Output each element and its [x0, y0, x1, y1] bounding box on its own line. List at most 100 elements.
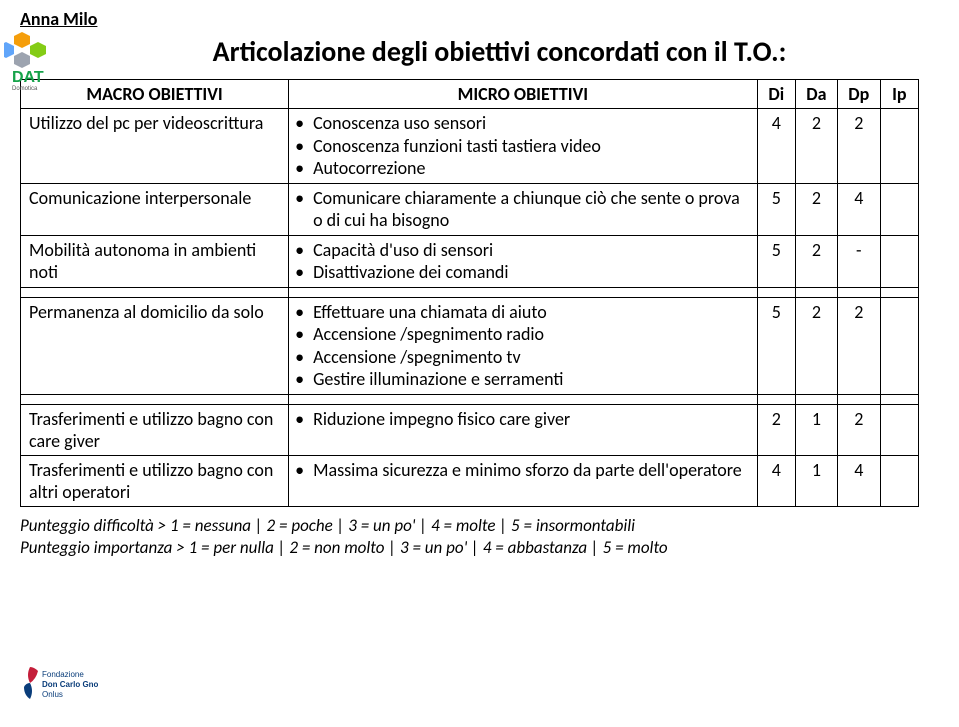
num-cell-di: 5 [757, 183, 795, 235]
micro-cell: •Riduzione impegno fisico care giver [289, 404, 758, 455]
num-cell-da: 1 [795, 455, 837, 506]
num-cell-ip [880, 183, 918, 235]
spacer-cell [757, 287, 795, 297]
num-cell-da: 2 [795, 235, 837, 287]
bullet-item: •Massima sicurezza e minimo sforzo da pa… [295, 459, 749, 482]
table-row: Mobilità autonoma in ambienti noti•Capac… [21, 235, 919, 287]
macro-cell: Mobilità autonoma in ambienti noti [21, 235, 289, 287]
spacer-cell [880, 287, 918, 297]
num-cell-dp: 2 [837, 404, 880, 455]
bullet-icon: • [295, 187, 313, 210]
num-cell-dp: 4 [837, 455, 880, 506]
bullet-item: •Conoscenza uso sensori [295, 112, 749, 135]
num-cell-ip [880, 455, 918, 506]
footer-line-2: Punteggio importanza > 1 = per nulla | 2… [20, 537, 919, 559]
col-da: Da [795, 80, 837, 109]
micro-cell: •Effettuare una chiamata di aiuto•Accens… [289, 297, 758, 394]
num-cell-di: 5 [757, 235, 795, 287]
bullet-icon: • [295, 239, 313, 262]
micro-cell: •Comunicare chiaramente a chiunque ciò c… [289, 183, 758, 235]
bullet-item: •Riduzione impegno fisico care giver [295, 408, 749, 431]
bullet-icon: • [295, 157, 313, 180]
num-cell-dp: 4 [837, 183, 880, 235]
bullet-icon: • [295, 112, 313, 135]
bullet-item: •Capacità d'uso di sensori [295, 239, 749, 262]
macro-cell: Utilizzo del pc per videoscrittura [21, 109, 289, 184]
micro-cell: •Capacità d'uso di sensori•Disattivazion… [289, 235, 758, 287]
table-row [21, 394, 919, 404]
num-cell-dp: - [837, 235, 880, 287]
table-row: Comunicazione interpersonale•Comunicare … [21, 183, 919, 235]
bullet-text: Capacità d'uso di sensori [313, 239, 493, 262]
bullet-text: Conoscenza funzioni tasti tastiera video [313, 135, 601, 158]
footer-legend: Punteggio difficoltà > 1 = nessuna | 2 =… [20, 515, 919, 559]
bullet-text: Massima sicurezza e minimo sforzo da par… [313, 459, 742, 482]
bullet-text: Conoscenza uso sensori [313, 112, 486, 135]
table-row [21, 287, 919, 297]
spacer-cell [880, 394, 918, 404]
bullet-item: •Gestire illuminazione e serramenti [295, 368, 749, 391]
svg-text:Domotica: Domotica [12, 86, 38, 92]
num-cell-ip [880, 404, 918, 455]
num-cell-da: 2 [795, 109, 837, 184]
macro-cell: Trasferimenti e utilizzo bagno con care … [21, 404, 289, 455]
num-cell-di: 2 [757, 404, 795, 455]
spacer-cell [795, 287, 837, 297]
bullet-item: •Effettuare una chiamata di aiuto [295, 301, 749, 324]
num-cell-ip [880, 109, 918, 184]
svg-text:Fondazione: Fondazione [42, 670, 84, 679]
spacer-cell [837, 287, 880, 297]
num-cell-da: 1 [795, 404, 837, 455]
page-title: Articolazione degli obiettivi concordati… [80, 34, 919, 69]
bullet-item: •Autocorrezione [295, 157, 749, 180]
num-cell-dp: 2 [837, 297, 880, 394]
spacer-cell [795, 394, 837, 404]
table-row: Utilizzo del pc per videoscrittura•Conos… [21, 109, 919, 184]
micro-cell: •Massima sicurezza e minimo sforzo da pa… [289, 455, 758, 506]
author-name: Anna Milo [20, 8, 919, 30]
micro-cell: •Conoscenza uso sensori•Conoscenza funzi… [289, 109, 758, 184]
col-ip: Ip [880, 80, 918, 109]
bullet-item: •Comunicare chiaramente a chiunque ciò c… [295, 187, 749, 232]
bullet-text: Accensione /spegnimento radio [313, 323, 544, 346]
bullet-text: Disattivazione dei comandi [313, 261, 508, 284]
num-cell-da: 2 [795, 183, 837, 235]
bullet-icon: • [295, 135, 313, 158]
table-row: Trasferimenti e utilizzo bagno con altri… [21, 455, 919, 506]
bullet-text: Autocorrezione [313, 157, 425, 180]
objectives-table: MACRO OBIETTIVI MICRO OBIETTIVI Di Da Dp… [20, 79, 919, 507]
num-cell-ip [880, 297, 918, 394]
spacer-cell [21, 287, 289, 297]
num-cell-ip [880, 235, 918, 287]
spacer-cell [21, 394, 289, 404]
num-cell-dp: 2 [837, 109, 880, 184]
num-cell-di: 4 [757, 109, 795, 184]
spacer-cell [289, 394, 758, 404]
bullet-text: Riduzione impegno fisico care giver [313, 408, 570, 431]
bullet-icon: • [295, 323, 313, 346]
macro-cell: Trasferimenti e utilizzo bagno con altri… [21, 455, 289, 506]
bullet-item: •Accensione /spegnimento radio [295, 323, 749, 346]
bullet-icon: • [295, 301, 313, 324]
table-header-row: MACRO OBIETTIVI MICRO OBIETTIVI Di Da Dp… [21, 80, 919, 109]
bullet-item: •Disattivazione dei comandi [295, 261, 749, 284]
bullet-text: Comunicare chiaramente a chiunque ciò ch… [313, 187, 749, 232]
num-cell-di: 4 [757, 455, 795, 506]
fondazione-logo: Fondazione Don Carlo Gnocchi Onlus [18, 659, 98, 719]
bullet-text: Effettuare una chiamata di aiuto [313, 301, 547, 324]
footer-line-1: Punteggio difficoltà > 1 = nessuna | 2 =… [20, 515, 919, 537]
macro-cell: Permanenza al domicilio da solo [21, 297, 289, 394]
spacer-cell [837, 394, 880, 404]
bullet-text: Accensione /spegnimento tv [313, 346, 521, 369]
bullet-item: •Conoscenza funzioni tasti tastiera vide… [295, 135, 749, 158]
bullet-item: •Accensione /spegnimento tv [295, 346, 749, 369]
svg-text:Don Carlo Gnocchi: Don Carlo Gnocchi [42, 680, 98, 689]
bullet-icon: • [295, 459, 313, 482]
bullet-icon: • [295, 346, 313, 369]
bullet-text: Gestire illuminazione e serramenti [313, 368, 563, 391]
dat-logo: DAT Domotica [4, 30, 84, 90]
dat-text: DAT [12, 69, 44, 86]
bullet-icon: • [295, 408, 313, 431]
col-di: Di [757, 80, 795, 109]
col-micro: MICRO OBIETTIVI [289, 80, 758, 109]
